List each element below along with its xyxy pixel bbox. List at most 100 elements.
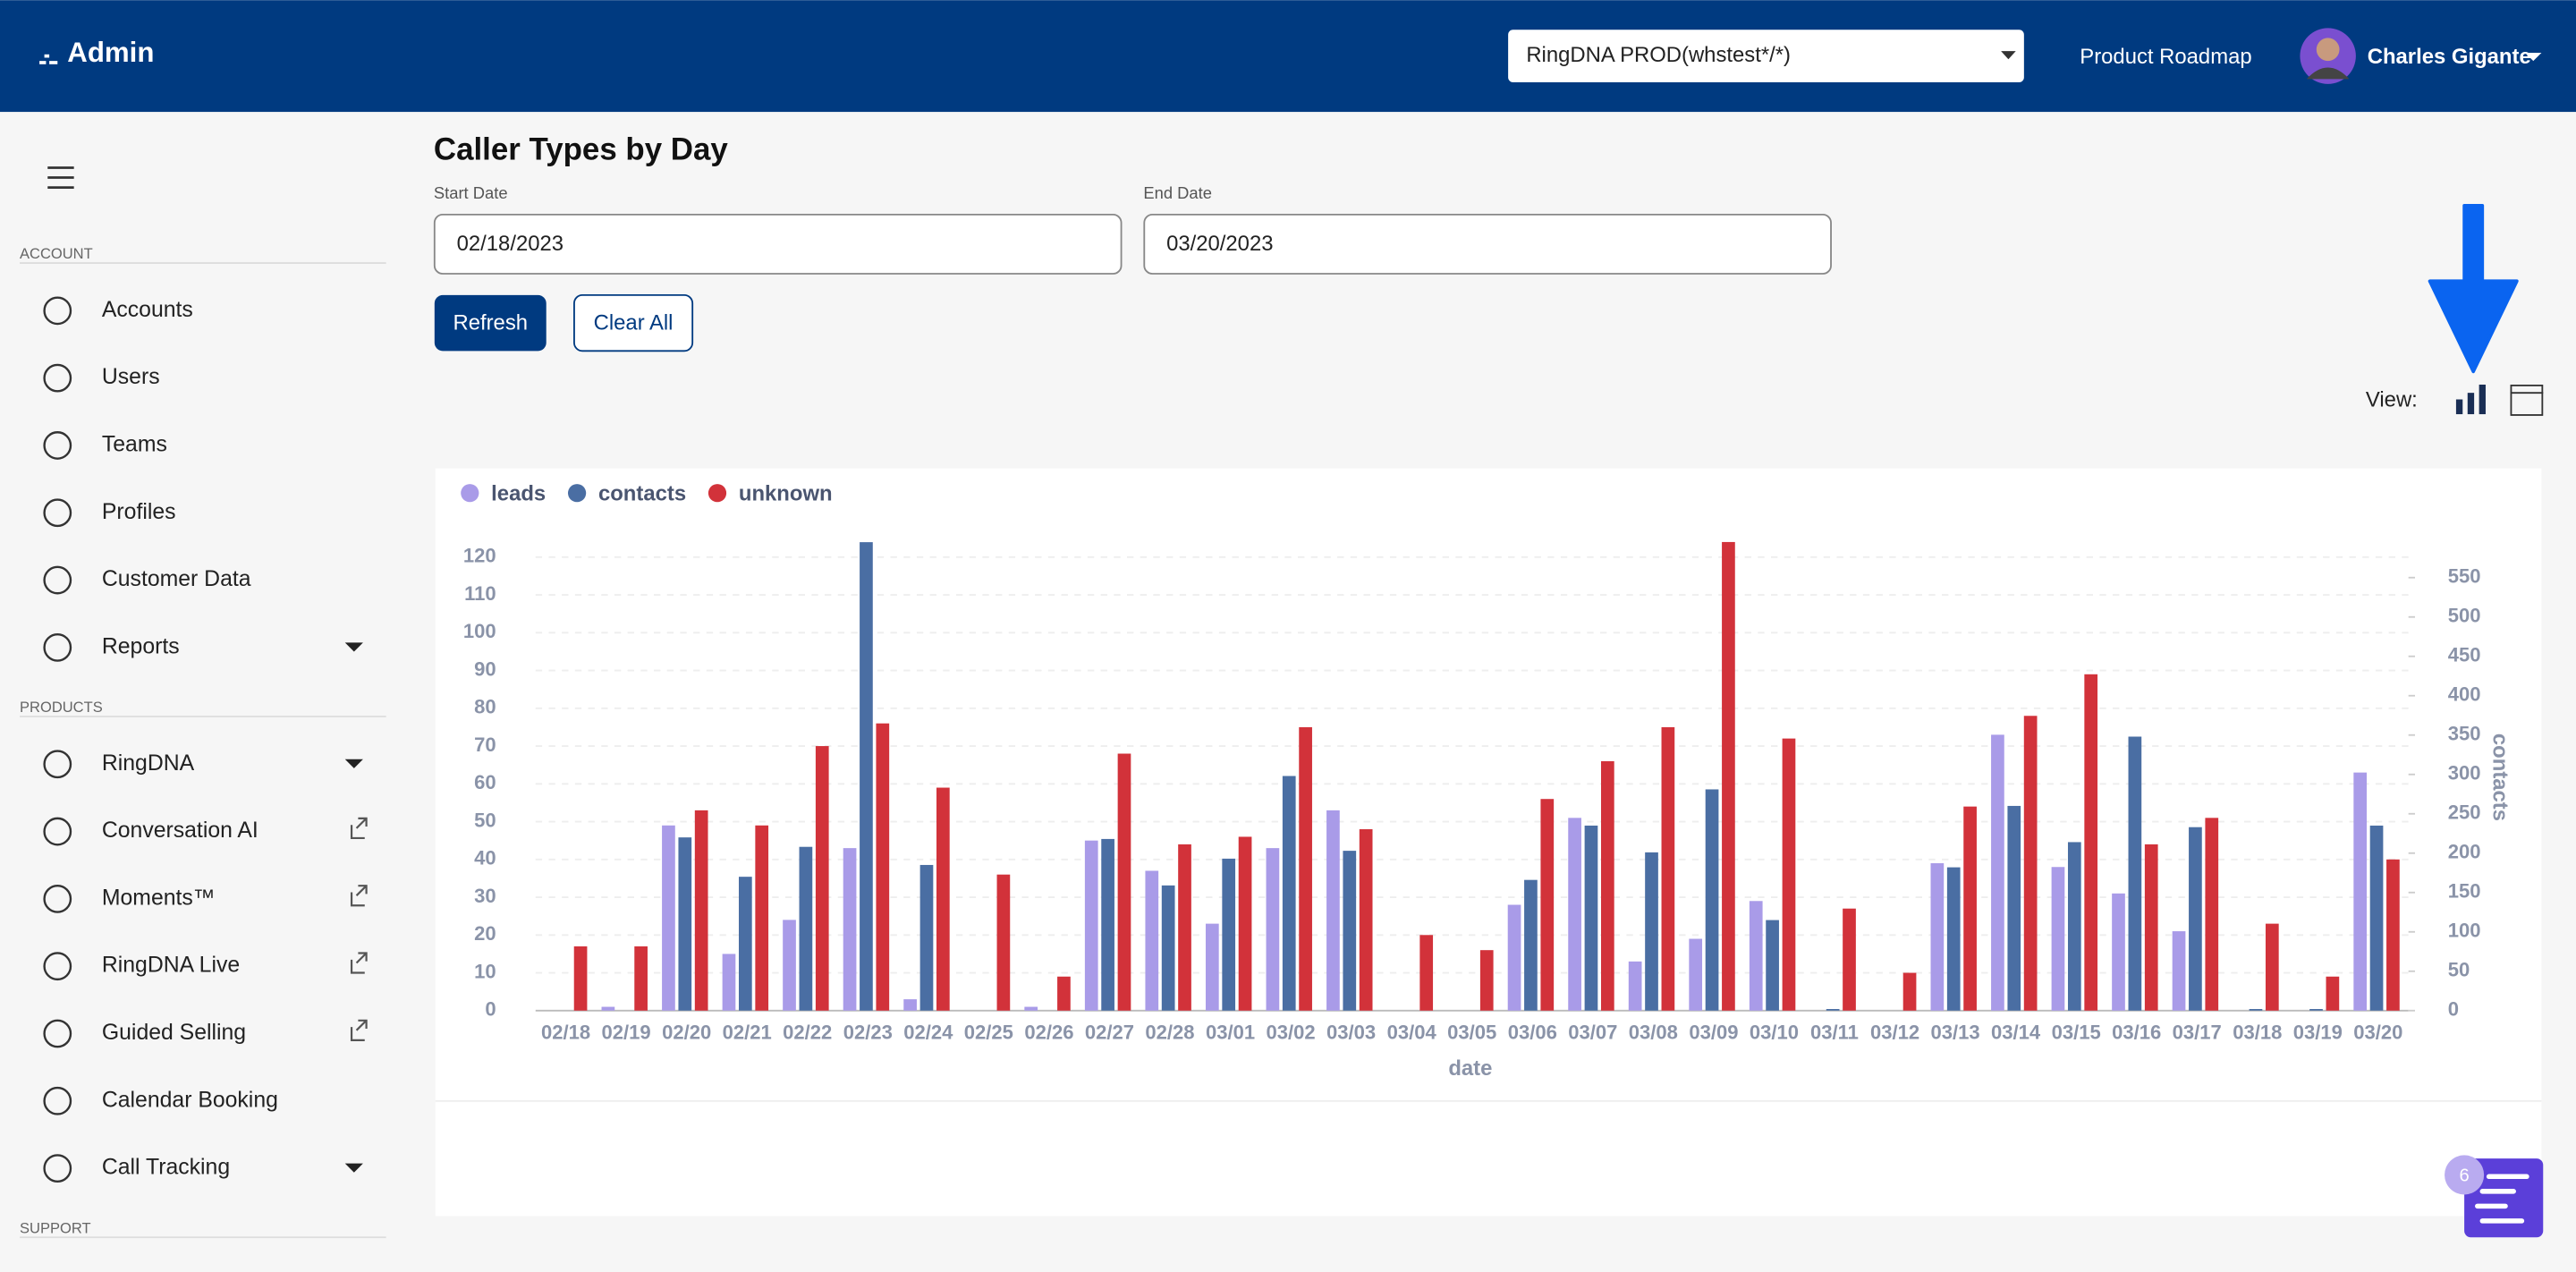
y2-tick-label: 50	[2448, 959, 2470, 981]
x-tick-label: 03/03	[1326, 1021, 1376, 1043]
page-title: Caller Types by Day	[434, 131, 728, 166]
menu-item[interactable]: Call Tracking	[102, 1156, 230, 1180]
bar	[2326, 976, 2340, 1011]
menu-item[interactable]: Accounts	[102, 298, 193, 322]
bar	[1024, 1006, 1038, 1011]
clear-button[interactable]	[573, 293, 694, 352]
y2-tick-label: 0	[2448, 998, 2459, 1021]
x-tick-label: 03/08	[1629, 1021, 1678, 1043]
bar	[2067, 842, 2081, 1011]
expand-caret[interactable]	[344, 759, 363, 768]
table-view-icon[interactable]	[2510, 384, 2544, 416]
bar	[2249, 1009, 2263, 1011]
item-icon	[43, 884, 72, 913]
menu-item[interactable]: Teams	[102, 432, 167, 456]
roadmap-link[interactable]: Product Roadmap	[2080, 45, 2251, 69]
y-tick-label: 110	[464, 582, 496, 605]
bar	[1782, 738, 1796, 1011]
select-caret	[2001, 51, 2016, 60]
org-select-value[interactable]: RingDNA PROD(whstest*/*)	[1526, 43, 1791, 67]
chat-icon	[2475, 1174, 2529, 1224]
chart-view-icon[interactable]	[2455, 384, 2486, 415]
menu-item[interactable]: Reports	[102, 634, 180, 658]
item-icon	[43, 431, 72, 460]
item-icon	[43, 952, 72, 981]
refresh-button[interactable]	[434, 294, 547, 352]
item-icon	[43, 817, 72, 846]
bar	[815, 746, 829, 1011]
menu-item[interactable]: Profiles	[102, 500, 176, 524]
bar	[1628, 961, 1642, 1011]
menu-item[interactable]: Calendar Booking	[102, 1088, 278, 1112]
legend-label[interactable]: unknown	[739, 481, 833, 505]
bar	[1161, 885, 1175, 1011]
annotation-arrow	[2428, 203, 2519, 374]
bar	[2309, 1009, 2323, 1011]
bar	[2353, 772, 2368, 1011]
expand-caret[interactable]	[344, 1163, 363, 1173]
x-tick-label: 02/26	[1024, 1021, 1073, 1043]
menu-item[interactable]: Customer Data	[102, 567, 251, 591]
bar	[1299, 726, 1312, 1011]
section-title: PRODUCTS	[20, 699, 103, 716]
end-value[interactable]: 03/20/2023	[1166, 232, 1273, 256]
legend-swatch	[708, 484, 727, 503]
bar	[1222, 858, 1236, 1011]
bar	[2051, 867, 2065, 1011]
x-tick-label: 03/17	[2173, 1021, 2222, 1043]
menu-item[interactable]: RingDNA	[102, 751, 195, 776]
x-tick-label: 03/06	[1508, 1021, 1557, 1043]
bar	[1117, 753, 1131, 1011]
bar	[601, 1006, 615, 1011]
bar	[1568, 818, 1581, 1011]
start-value[interactable]: 02/18/2023	[457, 232, 564, 256]
bar	[2189, 827, 2202, 1011]
bar	[1584, 825, 1598, 1011]
end-input[interactable]	[1143, 213, 1832, 275]
x-tick-label: 03/05	[1447, 1021, 1496, 1043]
menu-item[interactable]: RingDNA Live	[102, 954, 240, 978]
brand[interactable]: Admin	[67, 37, 154, 68]
avatar-face	[2316, 38, 2340, 62]
y2-tick-label: 350	[2448, 723, 2481, 745]
y2-tick-label: 550	[2448, 565, 2481, 588]
bar	[1902, 972, 1917, 1011]
refresh-label[interactable]: Refresh	[453, 310, 528, 335]
y-tick-label: 10	[474, 960, 496, 982]
menu-item[interactable]: Moments™	[102, 886, 216, 910]
y-tick-label: 0	[485, 998, 496, 1021]
bar	[1266, 848, 1280, 1011]
y-tick-label: 50	[474, 809, 496, 831]
bar	[2128, 736, 2142, 1011]
y-tick-label: 100	[463, 620, 496, 642]
bar	[2007, 805, 2021, 1011]
y2-tick-label: 450	[2448, 644, 2481, 666]
x-tick-label: 03/13	[1930, 1021, 1979, 1043]
bar	[2172, 931, 2186, 1011]
menu-item[interactable]: Conversation AI	[102, 818, 258, 843]
legend-swatch	[567, 484, 587, 503]
x-axis-label: date	[1448, 1056, 1492, 1081]
user-name[interactable]: Charles Gigante	[2368, 45, 2531, 69]
legend-label[interactable]: leads	[491, 481, 546, 505]
x-tick-label: 02/25	[964, 1021, 1013, 1043]
expand-caret[interactable]	[344, 642, 363, 652]
menu-item[interactable]: Guided Selling	[102, 1021, 246, 1045]
avatar-body	[2306, 67, 2350, 80]
menu-item[interactable]: Users	[102, 365, 160, 389]
y2-tick-label: 200	[2448, 841, 2481, 863]
clear-label[interactable]: Clear All	[594, 310, 674, 335]
y2-tick-label: 100	[2448, 920, 2481, 942]
menu-toggle[interactable]	[47, 166, 74, 189]
legend-label[interactable]: contacts	[598, 481, 686, 505]
x-tick-label: 03/02	[1267, 1021, 1316, 1043]
start-input[interactable]	[433, 213, 1123, 275]
bar	[738, 877, 752, 1011]
bar	[919, 864, 934, 1011]
bar	[1343, 851, 1357, 1011]
x-tick-label: 03/14	[1991, 1021, 2041, 1043]
bar	[1084, 840, 1098, 1011]
bar	[1722, 541, 1735, 1011]
org-select[interactable]	[1508, 30, 2024, 83]
